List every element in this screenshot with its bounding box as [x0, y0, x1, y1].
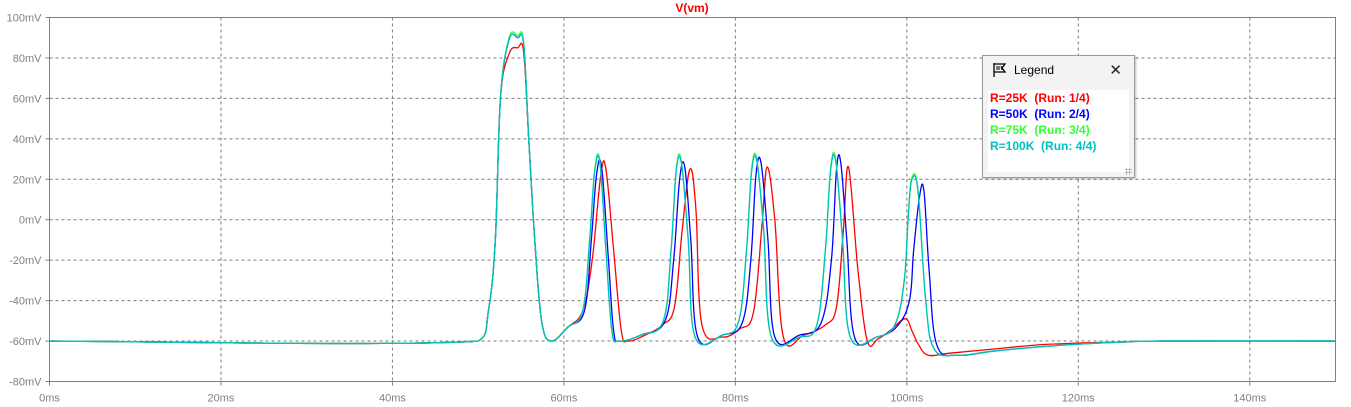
close-icon[interactable]: ✕ — [1109, 61, 1122, 79]
y-tick-label: 100mV — [7, 13, 43, 25]
legend-entry-2[interactable]: R=50K (Run: 2/4) — [988, 106, 1129, 122]
x-tick-label: 100ms — [890, 393, 924, 405]
x-tick-label: 60ms — [550, 393, 577, 405]
x-tick-label: 140ms — [1233, 393, 1267, 405]
legend-entry-3[interactable]: R=75K (Run: 3/4) — [988, 122, 1129, 138]
y-tick-label: -40mV — [9, 296, 42, 308]
x-tick-label: 20ms — [208, 393, 235, 405]
x-tick-label: 0ms — [39, 393, 60, 405]
series-line-1[interactable] — [50, 43, 1336, 355]
legend-entries: R=25K (Run: 1/4) R=50K (Run: 2/4) R=75K (R… — [988, 90, 1129, 172]
legend-title: Legend — [1014, 63, 1054, 77]
y-tick-label: 80mV — [13, 53, 42, 65]
legend-flag-icon — [992, 62, 1008, 78]
y-tick-label: 0mV — [19, 215, 42, 227]
y-tick-label: -20mV — [9, 255, 42, 267]
y-tick-label: 40mV — [13, 134, 42, 146]
legend-entry-1[interactable]: R=25K (Run: 1/4) — [988, 90, 1129, 106]
series-line-2[interactable] — [50, 34, 1336, 356]
y-tick-label: 60mV — [13, 93, 42, 105]
series-lines[interactable] — [50, 32, 1336, 356]
y-tick-label: 20mV — [13, 174, 42, 186]
resize-grip-icon[interactable] — [1125, 168, 1132, 175]
y-tick-label: -80mV — [9, 377, 42, 389]
y-tick-label: -60mV — [9, 336, 42, 348]
x-tick-label: 40ms — [379, 393, 406, 405]
series-line-3[interactable] — [50, 32, 1336, 356]
chart-title: V(vm) — [675, 1, 708, 15]
x-tick-label: 120ms — [1062, 393, 1096, 405]
series-line-4[interactable] — [50, 34, 1336, 356]
legend-titlebar[interactable]: Legend ✕ — [983, 56, 1134, 84]
legend-entry-4[interactable]: R=100K (Run: 4/4) — [988, 138, 1129, 154]
x-tick-label: 80ms — [722, 393, 749, 405]
legend-window[interactable]: Legend ✕ R=25K (Run: 1/4) R=50K (Run: 2/4… — [982, 55, 1135, 178]
